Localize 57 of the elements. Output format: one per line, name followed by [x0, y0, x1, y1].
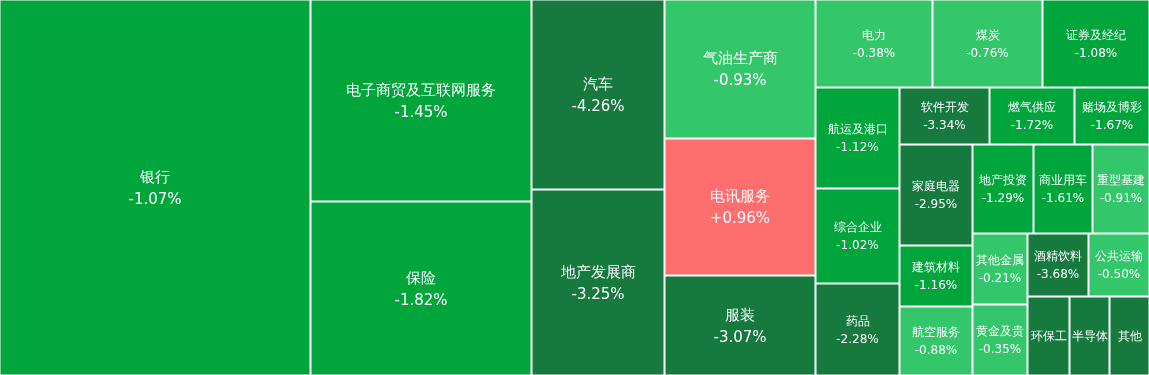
category-label: 建筑材料 — [911, 260, 960, 274]
data-label: -1.02% — [836, 238, 879, 252]
data-label: -0.88% — [914, 343, 958, 357]
category-label: 软件开发 — [920, 100, 969, 114]
data-label: -0.35% — [978, 342, 1022, 356]
data-label: -1.07% — [128, 189, 182, 208]
data-label: -1.67% — [1090, 118, 1134, 132]
category-label: 综合企业 — [833, 220, 882, 234]
category-label: 其他 — [1117, 329, 1142, 343]
category-label: 证券及经纪 — [1066, 27, 1126, 42]
data-label: -0.76% — [966, 45, 1009, 60]
data-label: -0.93% — [713, 71, 767, 89]
category-label: 航空服务 — [912, 325, 960, 339]
category-label: 服装 — [725, 305, 755, 324]
data-label: -4.26% — [571, 96, 625, 115]
category-label: 重型基建 — [1097, 173, 1145, 187]
category-label: 电讯服务 — [710, 187, 770, 205]
category-label: 保险 — [406, 268, 436, 287]
data-label: -1.82% — [394, 290, 448, 309]
data-label: -3.34% — [923, 118, 966, 132]
category-label: 汽车 — [583, 74, 613, 93]
category-label: 电力 — [862, 27, 886, 42]
category-label: 电子商贸及互联网服务 — [346, 80, 496, 99]
data-label: -1.72% — [1010, 118, 1054, 132]
category-label: 地产投资 — [978, 173, 1027, 187]
category-label: 航运及港口 — [827, 122, 888, 136]
data-label: -1.45% — [394, 102, 448, 121]
category-label: 药品 — [845, 313, 870, 328]
data-label: -2.95% — [914, 197, 958, 211]
data-label: -1.08% — [1074, 45, 1118, 60]
category-label: 环保工 — [1030, 329, 1067, 343]
data-label: -1.29% — [981, 191, 1025, 205]
category-label: 黄金及贵 — [976, 324, 1024, 338]
data-label: -0.38% — [852, 45, 896, 60]
category-label: 酒精饮料 — [1034, 249, 1082, 263]
category-label: 商业用车 — [1039, 173, 1087, 187]
data-label: -3.07% — [713, 327, 767, 346]
data-label: -1.61% — [1041, 191, 1085, 205]
category-label: 其他金属 — [976, 253, 1024, 267]
data-label: -2.28% — [836, 331, 879, 346]
category-label: 地产发展商 — [559, 262, 636, 281]
category-label: 气油生产商 — [702, 49, 778, 67]
category-label: 公共运输 — [1095, 249, 1143, 263]
category-label: 半导体 — [1071, 329, 1108, 343]
data-label: -0.91% — [1099, 191, 1143, 205]
data-label: +0.96% — [709, 209, 771, 227]
data-label: -0.21% — [978, 271, 1022, 285]
data-label: -1.16% — [914, 278, 958, 292]
data-label: -0.50% — [1097, 267, 1141, 281]
data-label: -1.12% — [836, 140, 879, 154]
data-label: -3.25% — [571, 284, 625, 303]
category-label: 家庭电器 — [912, 179, 960, 193]
category-label: 银行 — [139, 167, 170, 186]
data-label: -3.68% — [1036, 267, 1080, 281]
category-label: 煤炭 — [975, 27, 1000, 42]
category-label: 赌场及博彩 — [1082, 100, 1142, 114]
category-label: 燃气供应 — [1008, 100, 1056, 114]
